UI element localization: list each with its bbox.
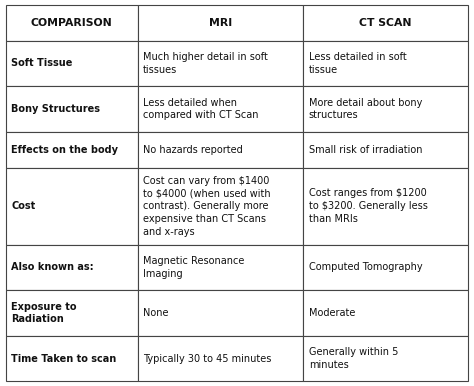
Text: Cost: Cost bbox=[11, 201, 36, 211]
Bar bbox=[303, 5, 468, 41]
Bar bbox=[303, 336, 468, 381]
Bar bbox=[303, 41, 468, 86]
Text: MRI: MRI bbox=[209, 18, 232, 28]
Bar bbox=[6, 336, 137, 381]
Bar bbox=[137, 245, 303, 290]
Bar bbox=[137, 5, 303, 41]
Text: More detail about bony
structures: More detail about bony structures bbox=[309, 98, 422, 120]
Bar bbox=[303, 168, 468, 245]
Bar bbox=[137, 41, 303, 86]
Text: No hazards reported: No hazards reported bbox=[143, 145, 243, 155]
Bar bbox=[6, 132, 137, 168]
Text: Also known as:: Also known as: bbox=[11, 262, 94, 273]
Text: Typically 30 to 45 minutes: Typically 30 to 45 minutes bbox=[143, 354, 272, 364]
Bar bbox=[303, 132, 468, 168]
Text: Soft Tissue: Soft Tissue bbox=[11, 58, 73, 68]
Bar bbox=[6, 290, 137, 336]
Text: COMPARISON: COMPARISON bbox=[31, 18, 112, 28]
Bar bbox=[6, 41, 137, 86]
Bar bbox=[137, 168, 303, 245]
Bar bbox=[6, 5, 137, 41]
Text: Less detailed in soft
tissue: Less detailed in soft tissue bbox=[309, 52, 407, 75]
Text: Small risk of irradiation: Small risk of irradiation bbox=[309, 145, 422, 155]
Text: Generally within 5
minutes: Generally within 5 minutes bbox=[309, 347, 398, 370]
Bar bbox=[6, 168, 137, 245]
Text: Effects on the body: Effects on the body bbox=[11, 145, 119, 155]
Text: Magnetic Resonance
Imaging: Magnetic Resonance Imaging bbox=[143, 256, 245, 279]
Bar bbox=[303, 86, 468, 132]
Text: CT SCAN: CT SCAN bbox=[359, 18, 412, 28]
Bar bbox=[6, 86, 137, 132]
Bar bbox=[137, 86, 303, 132]
Text: Bony Structures: Bony Structures bbox=[11, 104, 100, 114]
Bar bbox=[303, 245, 468, 290]
Bar bbox=[6, 245, 137, 290]
Text: Computed Tomography: Computed Tomography bbox=[309, 262, 422, 273]
Bar bbox=[137, 132, 303, 168]
Text: Less detailed when
compared with CT Scan: Less detailed when compared with CT Scan bbox=[143, 98, 259, 120]
Text: Cost can vary from $1400
to $4000 (when used with
contrast). Generally more
expe: Cost can vary from $1400 to $4000 (when … bbox=[143, 176, 271, 237]
Text: Exposure to
Radiation: Exposure to Radiation bbox=[11, 301, 77, 324]
Text: Time Taken to scan: Time Taken to scan bbox=[11, 354, 117, 364]
Bar bbox=[137, 290, 303, 336]
Text: None: None bbox=[143, 308, 169, 318]
Bar bbox=[303, 290, 468, 336]
Bar bbox=[137, 336, 303, 381]
Text: Cost ranges from $1200
to $3200. Generally less
than MRIs: Cost ranges from $1200 to $3200. General… bbox=[309, 188, 428, 224]
Text: Moderate: Moderate bbox=[309, 308, 355, 318]
Text: Much higher detail in soft
tissues: Much higher detail in soft tissues bbox=[143, 52, 268, 75]
